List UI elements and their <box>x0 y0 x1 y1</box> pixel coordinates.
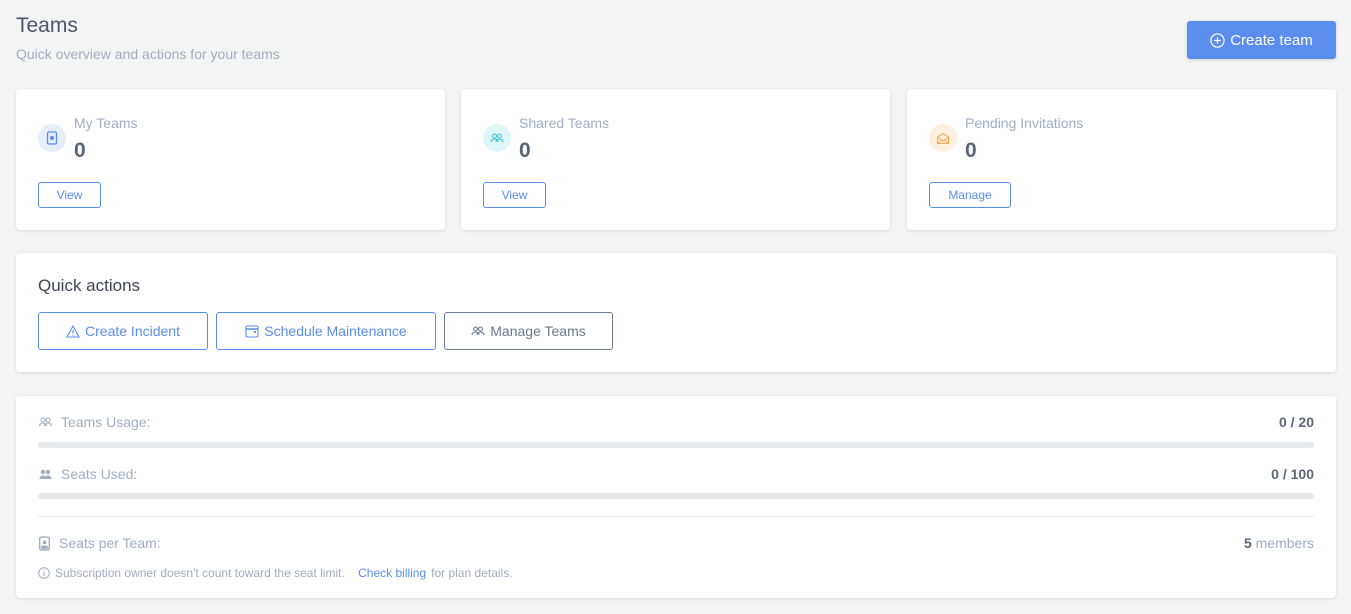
badge-icon <box>38 124 66 152</box>
schedule-maintenance-button[interactable]: Schedule Maintenance <box>216 312 436 350</box>
calendar-icon <box>245 325 259 338</box>
divider <box>38 516 1314 517</box>
usage-card: Teams Usage: 0 / 20 Seats Used: 0 / 100 … <box>16 396 1336 598</box>
page-subtitle: Quick overview and actions for your team… <box>16 46 280 62</box>
check-billing-link[interactable]: Check billing <box>358 566 427 580</box>
teams-usage-value: 0 / 20 <box>1278 414 1314 430</box>
stat-card-shared-teams: Shared Teams 0 View <box>461 89 890 230</box>
plus-circle-icon <box>1210 32 1225 48</box>
manage-invitations-button[interactable]: Manage <box>929 182 1011 208</box>
envelope-open-icon <box>929 124 957 152</box>
teams-usage-row: Teams Usage: <box>38 414 1314 430</box>
view-shared-teams-button[interactable]: View <box>483 182 546 208</box>
quick-actions-card: Quick actions Create Incident Schedule M… <box>16 253 1336 372</box>
page-title: Teams <box>16 14 78 37</box>
manage-teams-button[interactable]: Manage Teams <box>444 312 613 350</box>
users-fill-icon <box>39 469 52 479</box>
seats-per-team-row: Seats per Team: <box>38 535 1314 551</box>
badge-icon <box>38 535 51 551</box>
stat-card-pending-invitations: Pending Invitations 0 Manage <box>907 89 1336 230</box>
seat-limit-note: Subscription owner doesn't count toward … <box>38 566 513 580</box>
seats-used-value: 0 / 100 <box>1271 466 1314 482</box>
warning-icon <box>66 324 80 338</box>
create-incident-button[interactable]: Create Incident <box>38 312 208 350</box>
view-my-teams-button[interactable]: View <box>38 182 101 208</box>
seats-per-team-value: 5 members <box>1243 535 1314 551</box>
seats-used-progress <box>38 493 1314 499</box>
users-icon <box>471 326 485 336</box>
create-team-button[interactable]: Create team <box>1187 21 1336 59</box>
seats-used-row: Seats Used: <box>38 466 1314 482</box>
stat-card-my-teams: My Teams 0 View <box>16 89 445 230</box>
users-icon <box>483 124 511 152</box>
info-icon <box>38 567 50 579</box>
teams-usage-progress <box>38 442 1314 448</box>
quick-actions-title: Quick actions <box>38 276 141 295</box>
users-icon <box>38 417 53 427</box>
